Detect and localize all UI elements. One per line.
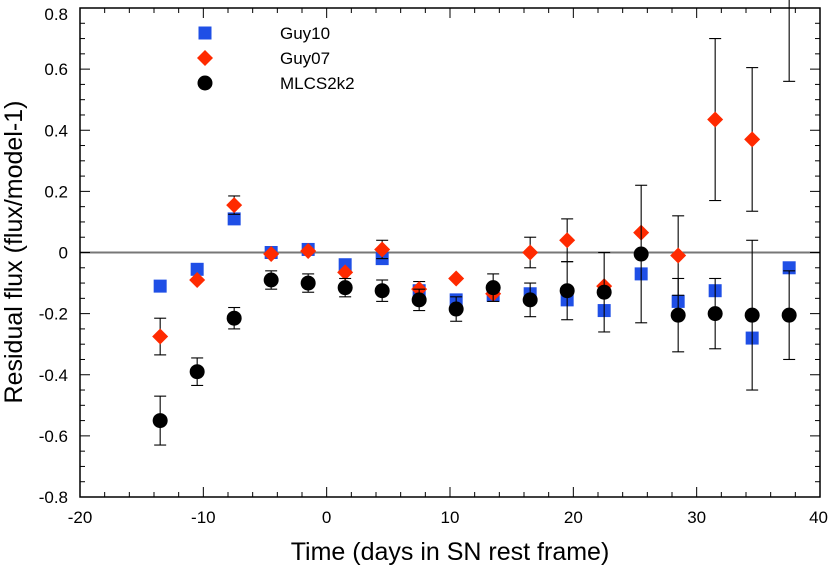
y-tick-label: 0.8 (44, 5, 68, 24)
y-tick-label: 0.2 (44, 182, 68, 201)
x-tick-label: 0 (322, 508, 331, 527)
data-point-mlcs2k2 (300, 275, 316, 291)
data-point-guy07 (374, 241, 391, 258)
y-tick-label: -0.4 (39, 366, 68, 385)
data-point-guy07 (337, 264, 354, 281)
axes: -20 -10 0 10 20 30 40 -0.8 -0.6 -0.4 -0.2 0 0.2 0.4 0.… (39, 5, 828, 527)
y-tick-label: 0.4 (44, 121, 68, 140)
data-point-guy07 (559, 232, 576, 249)
data-point-mlcs2k2 (485, 280, 501, 296)
data-point-guy07 (707, 111, 724, 128)
legend-item-mlcs2k2: MLCS2k2 (197, 74, 355, 93)
legend-marker (197, 50, 213, 66)
x-tick-label: -20 (68, 508, 93, 527)
legend-marker (197, 75, 213, 91)
data-point-guy10 (190, 262, 204, 276)
data-point-guy07 (448, 270, 465, 287)
data-point-guy07 (152, 328, 169, 345)
data-point-guy07 (300, 242, 317, 259)
data-point-guy10 (227, 212, 241, 226)
series-guy10 (153, 212, 796, 345)
data-point-mlcs2k2 (707, 306, 723, 322)
legend-marker (198, 26, 212, 40)
data-point-mlcs2k2 (152, 413, 168, 429)
x-tick-label: 30 (687, 508, 706, 527)
data-point-guy07 (744, 131, 761, 148)
data-point-mlcs2k2 (596, 284, 612, 300)
data-point-mlcs2k2 (633, 246, 649, 262)
legend-item-guy07: Guy07 (197, 49, 330, 68)
data-point-mlcs2k2 (263, 272, 279, 288)
data-point-guy07 (189, 272, 206, 289)
legend-label: Guy10 (280, 24, 330, 43)
y-tick-label: -0.6 (39, 427, 68, 446)
data-point-mlcs2k2 (670, 307, 686, 323)
y-tick-label: -0.8 (39, 488, 68, 507)
data-point-guy07 (226, 197, 243, 214)
data-point-mlcs2k2 (781, 307, 797, 323)
x-tick-label: -10 (191, 508, 216, 527)
data-point-mlcs2k2 (189, 364, 205, 380)
data-point-mlcs2k2 (374, 283, 390, 299)
x-tick-label: 10 (441, 508, 460, 527)
data-point-guy07 (522, 244, 539, 261)
x-tick-label: 40 (809, 508, 828, 527)
y-axis-title: Residual flux (flux/model-1) (0, 101, 28, 404)
data-point-guy07 (263, 246, 280, 263)
y-tick-label: -0.2 (39, 305, 68, 324)
y-tick-label: 0 (59, 244, 68, 263)
data-point-mlcs2k2 (559, 283, 575, 299)
data-point-mlcs2k2 (411, 292, 427, 308)
legend-label: Guy07 (280, 49, 330, 68)
legend: Guy10 Guy07 MLCS2k2 (197, 24, 355, 93)
legend-label: MLCS2k2 (280, 74, 355, 93)
data-point-mlcs2k2 (226, 310, 242, 326)
data-point-guy10 (153, 279, 167, 293)
series-mlcs2k2 (152, 0, 797, 446)
y-tick-label: 0.6 (44, 60, 68, 79)
x-tick-label: 20 (564, 508, 583, 527)
data-point-mlcs2k2 (337, 280, 353, 296)
x-axis-title: Time (days in SN rest frame) (291, 538, 610, 566)
data-point-mlcs2k2 (448, 301, 464, 317)
data-point-guy07 (670, 247, 687, 264)
series-layer (152, 0, 797, 446)
data-point-mlcs2k2 (522, 292, 538, 308)
data-point-mlcs2k2 (744, 307, 760, 323)
legend-item-guy10: Guy10 (198, 24, 330, 43)
